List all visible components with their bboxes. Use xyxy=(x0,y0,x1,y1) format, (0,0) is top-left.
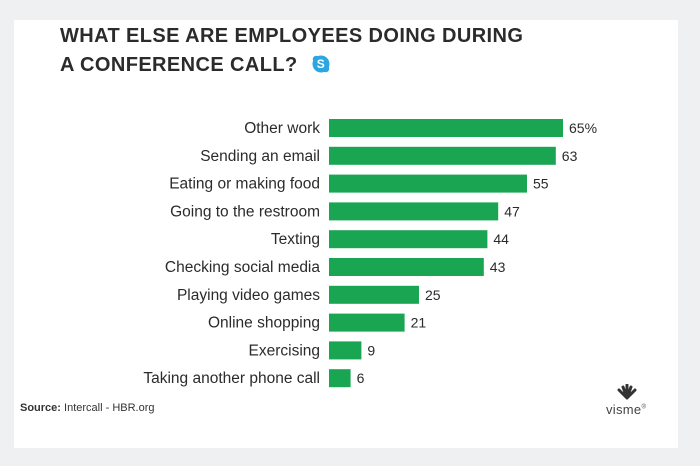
bar-value-label: 43 xyxy=(490,259,506,275)
bar xyxy=(329,230,488,249)
bar-value-label: 9 xyxy=(367,342,375,358)
bar-value-label: 55 xyxy=(533,176,549,192)
category-label: Taking another phone call xyxy=(143,370,320,387)
visme-logo: visme® xyxy=(600,384,656,420)
bar xyxy=(329,202,499,221)
bar-value-label: 6 xyxy=(357,370,365,386)
title-line-2: A CONFERENCE CALL? xyxy=(60,54,298,76)
title-line-1: WHAT ELSE ARE EMPLOYEES DOING DURING xyxy=(60,25,524,47)
category-label: Online shopping xyxy=(208,315,320,332)
category-label: Playing video games xyxy=(177,287,320,304)
bar xyxy=(329,313,405,332)
visme-wordmark: visme® xyxy=(606,402,647,417)
category-label: Sending an email xyxy=(200,148,320,165)
bar-value-label: 65% xyxy=(569,120,597,136)
bar-value-label: 21 xyxy=(411,315,427,331)
bar-value-label: 44 xyxy=(493,231,509,247)
category-label: Eating or making food xyxy=(169,176,320,193)
source-label: Source: xyxy=(20,402,61,414)
chart-title: WHAT ELSE ARE EMPLOYEES DOING DURING A C… xyxy=(60,22,580,80)
category-label: Exercising xyxy=(249,342,321,359)
bar xyxy=(329,369,351,388)
category-label: Other work xyxy=(244,120,320,137)
bar-value-label: 63 xyxy=(562,148,578,164)
bar-value-label: 47 xyxy=(504,203,520,219)
bar xyxy=(329,341,362,360)
bar xyxy=(329,285,419,304)
category-label: Texting xyxy=(271,231,320,248)
bar xyxy=(329,146,556,165)
skype-icon: S xyxy=(312,55,330,73)
category-label: Going to the restroom xyxy=(170,203,320,220)
bar xyxy=(329,258,484,276)
source-text: Intercall - HBR.org xyxy=(64,402,155,414)
svg-text:S: S xyxy=(316,57,324,71)
source-note: Source: Intercall - HBR.org xyxy=(20,402,155,414)
visme-logo-icon xyxy=(617,384,637,400)
bar xyxy=(329,119,563,137)
category-label: Checking social media xyxy=(165,259,320,276)
bar-value-label: 25 xyxy=(425,287,441,303)
bar xyxy=(329,174,527,193)
